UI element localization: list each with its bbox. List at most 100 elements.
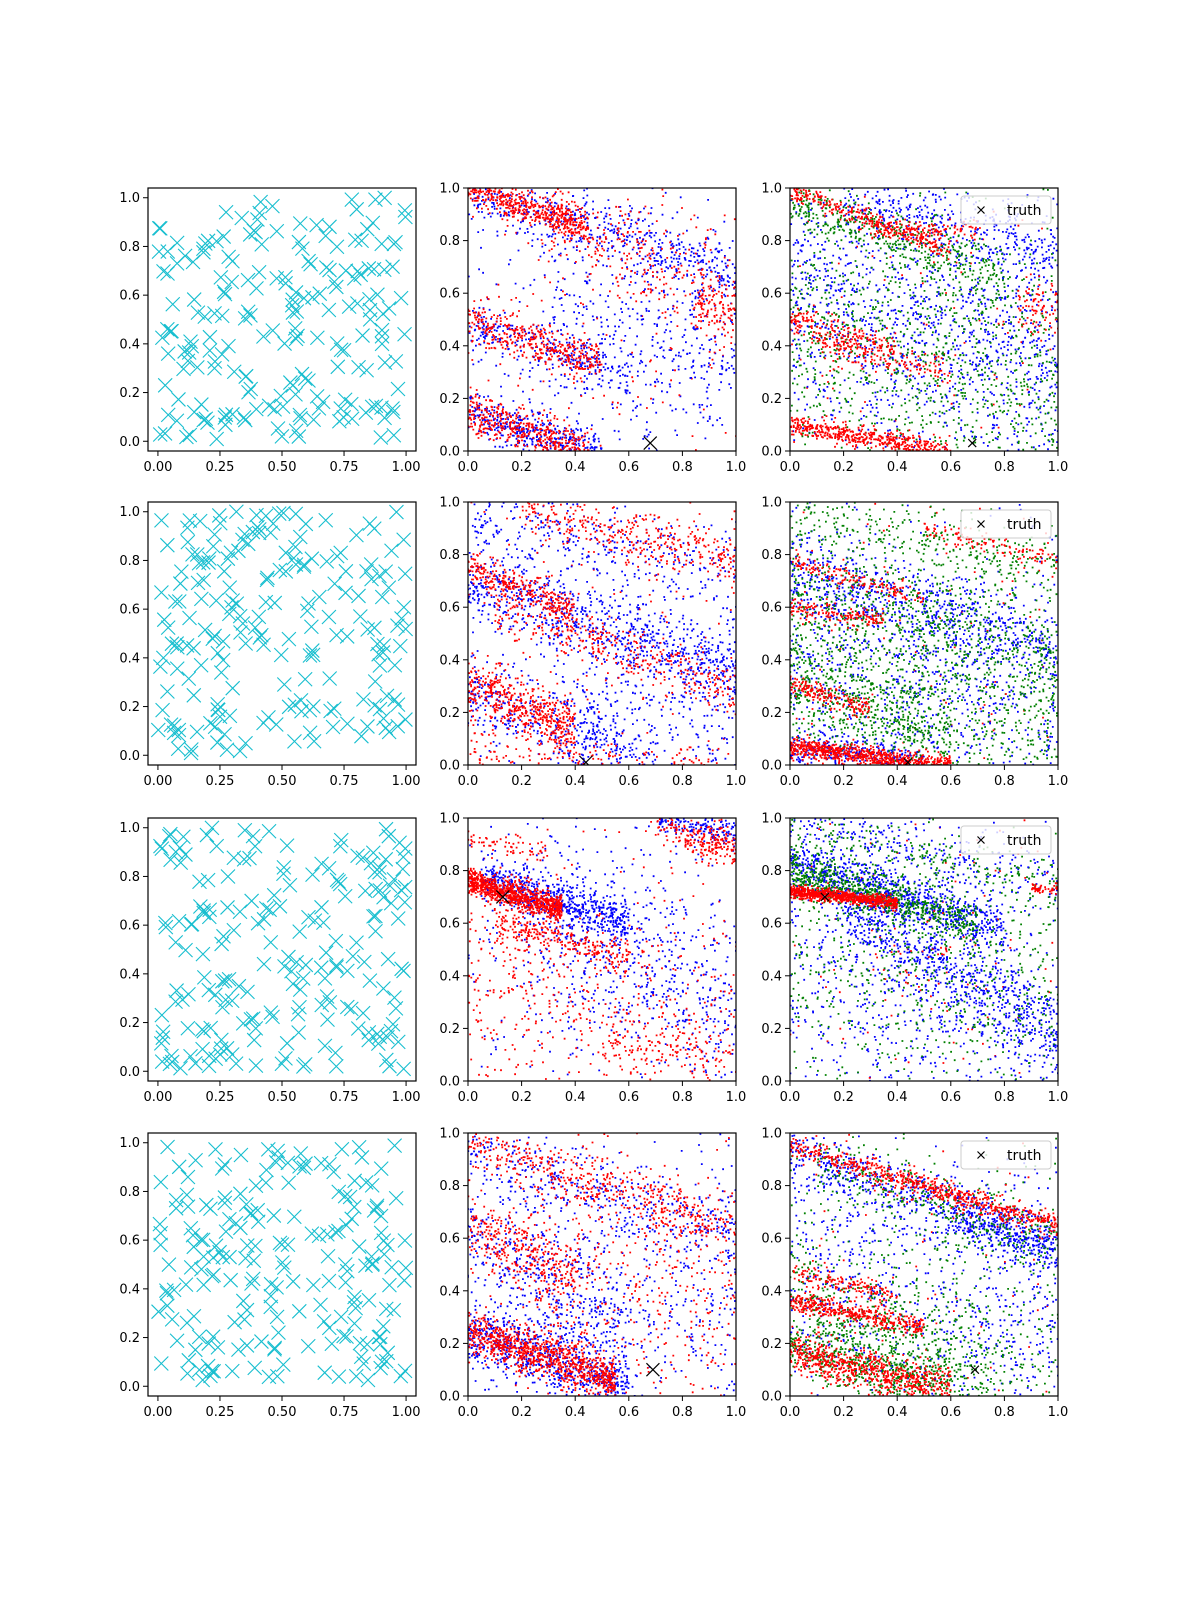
row2-right-xtick-label: 0.8 xyxy=(994,1090,1015,1105)
row1-middle-xtick-label: 0.2 xyxy=(511,774,532,789)
row2-left-marker xyxy=(163,852,179,868)
row3-left-marker xyxy=(351,1139,367,1155)
row3-left-marker xyxy=(271,1325,286,1340)
row3-left-marker xyxy=(263,1276,279,1292)
row0-left-marker xyxy=(285,305,301,320)
row2-left-marker xyxy=(357,883,373,899)
row0-middle-noise-series-r xyxy=(469,188,736,451)
row0-right-series-r xyxy=(790,188,1058,451)
row2-left-marker xyxy=(228,1056,244,1072)
row3-left-xtick-label: 0.00 xyxy=(143,1405,172,1420)
row1-left-marker xyxy=(232,608,248,624)
row2-middle-panel: 0.0 0.2 0.4 0.6 0.8 1.0 0.0 0.2 0.4 0.6 0.8 1.0 xyxy=(439,812,746,1106)
row3-left-marker xyxy=(361,1292,377,1308)
row3-left-marker xyxy=(300,1338,316,1354)
row3-middle-ytick-label: 1.0 xyxy=(439,1127,460,1142)
row2-right-ytick-label: 1.0 xyxy=(761,812,782,827)
row3-left-marker xyxy=(347,1173,363,1189)
row3-right-xtick-label: 1.0 xyxy=(1048,1405,1069,1420)
row2-left-marker xyxy=(235,1015,251,1031)
row2-left-marker xyxy=(276,866,291,882)
row2-left-marker xyxy=(204,820,220,836)
row0-left-marker xyxy=(368,192,383,208)
row1-right-ytick-label: 0.2 xyxy=(761,706,782,721)
row2-right-panel: 0.0 0.2 0.4 0.6 0.8 1.0 0.0 0.2 0.4 0.6 0.8 1.0 trut… xyxy=(761,812,1068,1106)
row1-left-marker xyxy=(159,684,175,699)
row0-left-marker xyxy=(350,296,365,311)
row3-left-marker xyxy=(261,1369,277,1385)
row0-left-marker xyxy=(243,308,258,323)
row2-left-marker xyxy=(158,919,174,935)
row2-right-ytick-label: 0.8 xyxy=(761,864,782,879)
row0-middle-ytick-label: 0.4 xyxy=(439,339,460,354)
row1-left-marker xyxy=(172,576,188,591)
row0-left-ytick-label: 0.2 xyxy=(119,386,140,401)
row3-left-marker xyxy=(158,1283,174,1298)
row0-left-marker xyxy=(361,261,377,276)
row1-left-marker xyxy=(272,562,288,578)
row3-left-marker xyxy=(194,1261,209,1277)
row3-left-marker xyxy=(215,1249,231,1265)
row2-left-marker xyxy=(201,909,217,925)
row3-left-marker xyxy=(369,1198,385,1214)
row1-left-marker xyxy=(222,708,238,724)
row1-left-panel: 0.00 0.25 0.50 0.75 1.00 0.0 0.2 0.4 0.6 0.8 1.0 xyxy=(119,501,421,789)
row3-left-marker xyxy=(346,1199,362,1215)
row0-right-xtick-label: 0.0 xyxy=(780,460,801,475)
row1-middle-ytick-label: 0.8 xyxy=(439,548,460,563)
row0-left-marker xyxy=(261,398,277,414)
row3-right-ytick-label: 0.2 xyxy=(761,1337,782,1352)
row1-left-marker xyxy=(305,698,321,714)
row1-left-marker xyxy=(267,595,283,611)
row2-middle-xtick-label: 0.6 xyxy=(618,1090,639,1105)
row1-right-noise-series-b xyxy=(791,502,1058,765)
row1-left-marker xyxy=(169,636,185,651)
row1-left-marker xyxy=(195,554,211,570)
row0-left-marker xyxy=(152,221,168,236)
row2-left-marker xyxy=(317,1038,333,1054)
row3-right-legend-label: truth xyxy=(1007,1148,1041,1164)
row3-left-marker xyxy=(169,1333,185,1349)
row3-middle-xtick-label: 0.4 xyxy=(565,1405,586,1420)
row1-left-marker xyxy=(211,508,227,523)
row1-left-marker xyxy=(397,566,413,582)
row1-middle-series-r xyxy=(468,502,736,765)
row3-left-marker xyxy=(346,1295,362,1310)
row3-left-marker xyxy=(324,1336,340,1352)
row0-left-marker xyxy=(288,423,304,439)
row0-left-marker xyxy=(253,194,269,210)
row1-left-marker xyxy=(260,570,275,586)
row3-left-marker xyxy=(191,1362,207,1378)
row2-left-ytick-label: 0.8 xyxy=(119,870,140,885)
row1-left-marker xyxy=(233,625,248,640)
row2-right-series-g xyxy=(790,818,1058,1080)
row1-left-marker xyxy=(323,703,338,719)
row0-left-marker xyxy=(160,244,176,259)
row1-right-xtick-label: 0.2 xyxy=(833,774,854,789)
row0-left-marker xyxy=(301,373,316,388)
row0-middle-xtick-label: 0.6 xyxy=(618,460,639,475)
row3-left-marker xyxy=(166,1282,182,1298)
row1-left-marker xyxy=(208,593,224,609)
row1-left-marker xyxy=(340,716,355,732)
row0-left-marker xyxy=(288,331,304,347)
row0-left-marker xyxy=(246,223,262,239)
row1-left-marker xyxy=(222,580,238,596)
row1-left-marker xyxy=(375,645,391,660)
row1-left-marker xyxy=(183,745,199,761)
row2-left-marker xyxy=(381,828,397,844)
row1-left-marker xyxy=(225,593,241,608)
row3-left-marker xyxy=(164,1311,180,1327)
row3-left-marker xyxy=(365,1256,380,1271)
row2-left-marker xyxy=(362,973,378,989)
row2-right-legend: truth xyxy=(960,825,1052,855)
row0-left-marker xyxy=(177,248,193,264)
row2-left-marker xyxy=(279,838,295,854)
row3-left-marker xyxy=(353,1349,369,1365)
row0-left-marker xyxy=(216,229,232,244)
row3-left-marker xyxy=(168,1192,184,1208)
row0-left-marker xyxy=(292,407,308,423)
row2-left-marker xyxy=(301,909,316,925)
row3-left-marker xyxy=(233,1220,248,1236)
row1-left-marker xyxy=(219,742,235,758)
